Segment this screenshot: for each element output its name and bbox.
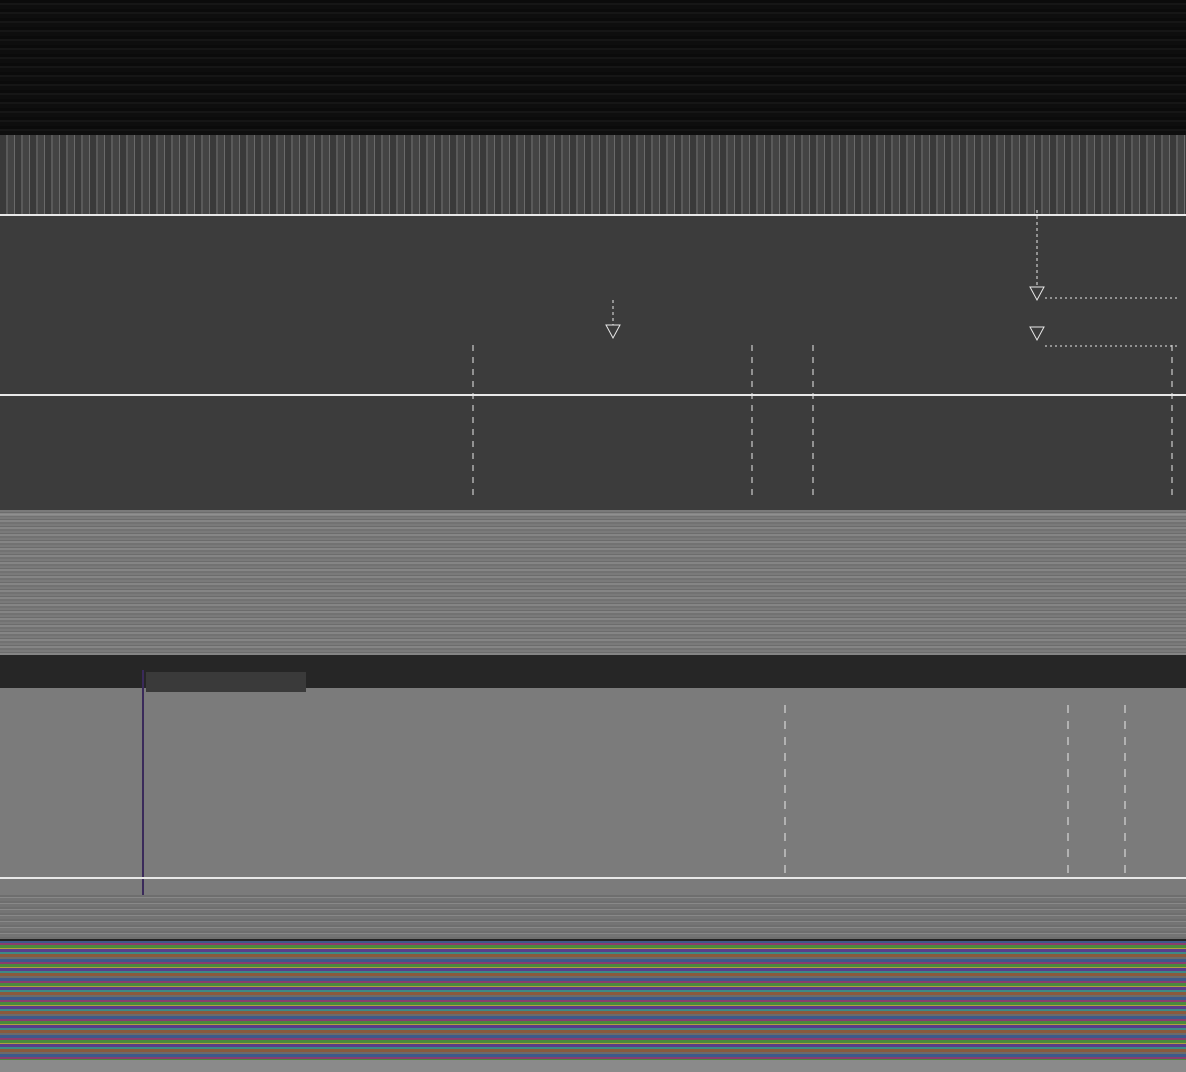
panel-lower <box>0 895 1186 940</box>
panel <box>0 510 1186 655</box>
diagram-canvas <box>0 215 1186 510</box>
header-cell <box>146 672 306 692</box>
arrow <box>605 324 621 340</box>
diagram-lines <box>0 210 1186 941</box>
toolbar-area <box>0 0 1186 135</box>
image-strip <box>0 940 1186 1060</box>
status-bar <box>0 1060 1186 1072</box>
arrow <box>1029 286 1045 302</box>
diagram-canvas-lower <box>0 688 1186 895</box>
tab-strip <box>0 135 1186 215</box>
arrow <box>1029 326 1045 342</box>
